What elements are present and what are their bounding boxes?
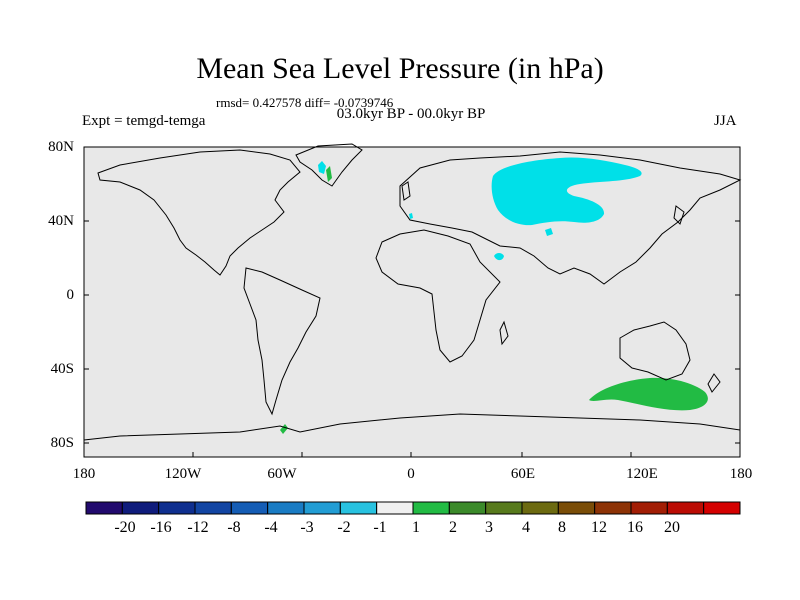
colorbar-label: -12	[187, 519, 209, 536]
greenland-coast	[295, 143, 363, 187]
colorbar	[85, 501, 741, 515]
colorbar-cell	[158, 501, 196, 515]
lon-label-180e: 180	[729, 466, 753, 482]
lon-label-60e: 60E	[510, 466, 536, 482]
map-title: Mean Sea Level Pressure (in hPa)	[196, 52, 604, 85]
colorbar-label: 1	[412, 519, 420, 536]
colorbar-cell	[412, 501, 450, 515]
colorbar-cell	[85, 501, 123, 515]
map-frame	[83, 146, 741, 458]
axis-ticks	[83, 146, 741, 457]
lat-label-80s: 80S	[50, 435, 74, 451]
colorbar-label: 2	[449, 519, 457, 536]
colorbar-cell	[485, 501, 523, 515]
colorbar-label: -1	[373, 519, 387, 536]
colorbar-cell	[594, 501, 632, 515]
africa-coast	[375, 229, 501, 363]
new-zealand-coast	[707, 373, 721, 393]
colorbar-cell	[448, 501, 487, 515]
lon-label-60w: 60W	[267, 466, 297, 482]
colorbar-cell	[521, 501, 559, 515]
colorbar-label: 4	[522, 519, 530, 536]
negative-anomaly-regions	[318, 157, 642, 261]
colorbar-cell	[666, 501, 705, 515]
lat-label-40n: 40N	[48, 213, 74, 229]
lon-label-0: 0	[407, 466, 415, 482]
southern-ocean-high-anomaly	[589, 377, 708, 411]
europe-patch	[409, 213, 413, 219]
stats-line: rmsd= 0.427578 diff= -0.0739746	[216, 95, 394, 110]
eurasia-low-anomaly	[491, 157, 642, 226]
colorbar-cell	[339, 501, 378, 515]
north-america-coast	[97, 149, 301, 276]
colorbar-cell	[376, 501, 414, 515]
colorbar-label: -2	[337, 519, 351, 536]
arabia-patch	[494, 253, 504, 261]
colorbar-cell	[121, 501, 160, 515]
colorbar-cell	[303, 501, 341, 515]
colorbar-cell	[230, 501, 269, 515]
colorbar-cell	[630, 501, 668, 515]
lon-label-180w: 180	[72, 466, 96, 482]
lat-label-0: 0	[66, 287, 75, 303]
colorbar-label: -8	[227, 519, 241, 536]
positive-anomaly-regions	[280, 166, 708, 434]
madagascar-coast	[499, 320, 509, 346]
lat-label-40s: 40S	[50, 361, 74, 377]
experiment-label: Expt = temgd-temga	[82, 113, 206, 129]
colorbar-label: 12	[591, 519, 607, 536]
lat-label-80n: 80N	[48, 139, 74, 155]
colorbar-label: 16	[627, 519, 643, 536]
antarctica-coast	[83, 413, 741, 441]
period-label: 03.0kyr BP - 00.0kyr BP	[336, 106, 486, 122]
colorbar-cell	[557, 501, 596, 515]
season-label: JJA	[714, 113, 737, 129]
antarctic-peninsula-patch	[280, 424, 288, 434]
colorbar-label: -4	[264, 519, 278, 536]
colorbar-label: 8	[558, 519, 566, 536]
colorbar-label: 3	[485, 519, 493, 536]
eurasia-coast	[399, 151, 742, 285]
colorbar-cell	[703, 501, 741, 515]
lon-label-120w: 120W	[164, 466, 202, 482]
iran-patch	[545, 228, 553, 236]
japan-coast	[673, 205, 685, 225]
uk-coast	[401, 181, 411, 201]
colorbar-cell	[194, 501, 232, 515]
colorbar-label: 20	[664, 519, 680, 536]
colorbar-cell	[267, 501, 305, 515]
colorbar-label: -16	[150, 519, 172, 536]
coastlines	[83, 143, 742, 441]
map-background	[84, 147, 740, 457]
colorbar-label: -20	[114, 519, 136, 536]
lon-label-120e: 120E	[626, 466, 658, 482]
south-america-coast	[243, 267, 321, 416]
greenland-patch	[318, 161, 326, 174]
greenland-green-patch	[326, 166, 332, 182]
australia-coast	[619, 321, 691, 381]
colorbar-label: -3	[300, 519, 314, 536]
